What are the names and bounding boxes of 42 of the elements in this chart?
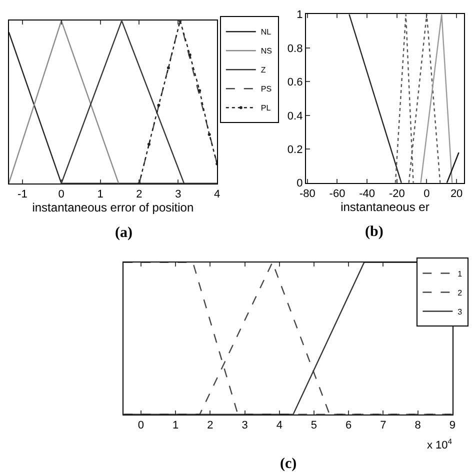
x-axis-title: instantaneous error of position (32, 200, 194, 215)
x-tick-label: -80 (299, 188, 316, 200)
y-tick-label: 0.4 (287, 110, 303, 122)
text: (a) (115, 225, 132, 241)
x-tick-label: 7 (380, 420, 386, 432)
text: x 10$^{4}$ (427, 437, 453, 452)
x-tick-label: 4 (214, 188, 220, 201)
y-tick-label: 0.2 (287, 144, 303, 156)
x-tick-label: 1 (172, 420, 179, 432)
x-tick-label: 6 (346, 420, 352, 432)
x-tick-label: -1 (18, 188, 28, 201)
x-tick-label: 9 (449, 420, 456, 432)
legend-label: NL (260, 28, 272, 37)
x-tick-label: 8 (414, 420, 421, 432)
x-tick-label: 0 (58, 188, 64, 201)
y-tick-label: 1 (296, 9, 303, 22)
legend-label: PL (260, 104, 272, 113)
x-tick-label: 0 (138, 420, 144, 432)
x-tick-label: -40 (359, 188, 376, 200)
x-tick-label: 20 (450, 188, 463, 200)
legend-label: 1 (458, 269, 463, 278)
y-tick-label: 0 (296, 178, 303, 190)
x-tick-label: 4 (276, 420, 282, 432)
x-tick-label: 3 (242, 420, 248, 432)
x-tick-label: 3 (175, 188, 182, 201)
y-tick-label: 0.8 (287, 42, 303, 55)
x-tick-label: 2 (136, 188, 142, 201)
legend-label: NS (260, 46, 272, 56)
x-tick-label: 2 (207, 420, 214, 432)
x-tick-label: -60 (329, 188, 346, 200)
legend-label: 3 (458, 307, 463, 316)
legend-label: Z (260, 66, 266, 75)
legend-label: 2 (458, 288, 463, 298)
x-tick-label: 0 (424, 188, 430, 200)
x-tick-label: 1 (97, 188, 104, 201)
y-tick-label: 0.6 (287, 76, 303, 89)
x-tick-label: 5 (310, 420, 318, 432)
legend-label: PS (260, 84, 272, 94)
x-tick-label: -20 (388, 188, 405, 200)
text: (b) (365, 224, 384, 240)
x-axis-title: instantaneous er (340, 200, 430, 214)
text: (c) (280, 456, 297, 472)
